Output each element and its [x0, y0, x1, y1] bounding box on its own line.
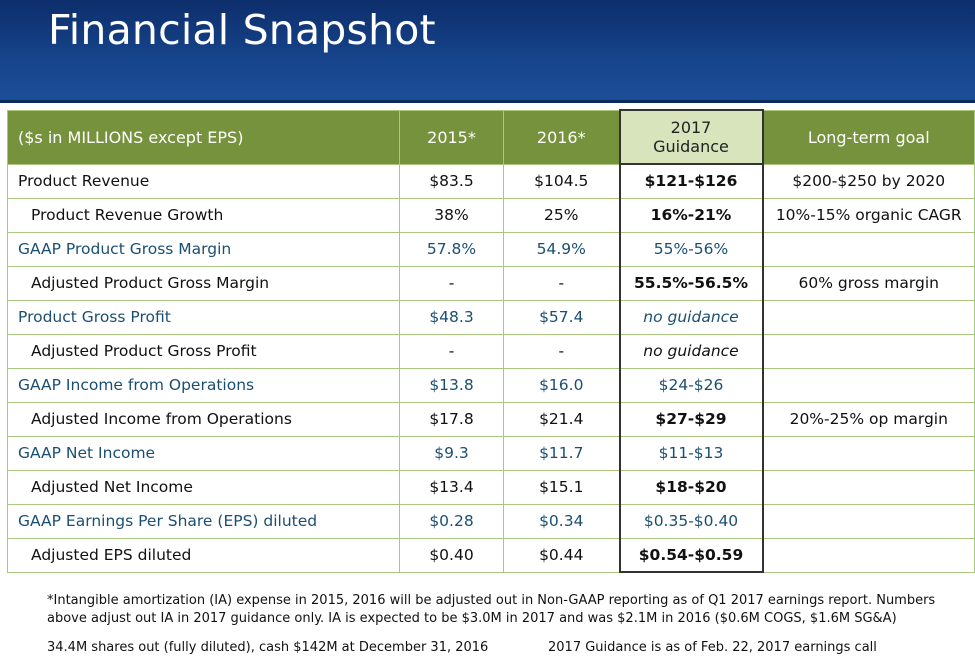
footnote: *Intangible amortization (IA) expense in…: [47, 593, 936, 626]
cell-2015: -: [399, 265, 504, 301]
header-2016: 2016*: [503, 109, 620, 165]
cell-2016: $0.34: [503, 503, 620, 539]
table-row: Adjusted Net Income $13.4 $15.1 $18-$20: [7, 469, 975, 505]
cell-2017-guidance: 55%-56%: [618, 231, 764, 267]
cell-2015: $0.28: [399, 503, 504, 539]
cell-long-term-goal: [762, 333, 975, 369]
row-label: Adjusted Product Gross Margin: [7, 265, 400, 301]
cell-2015: $83.5: [399, 163, 504, 199]
cell-2017-guidance: $0.54-$0.59: [618, 537, 764, 573]
cell-long-term-goal: [762, 299, 975, 335]
cell-2015: 57.8%: [399, 231, 504, 267]
table-row: Product Revenue $83.5 $104.5 $121-$126 $200-…: [7, 163, 975, 199]
cell-long-term-goal: 10%-15% organic CAGR: [762, 197, 975, 233]
cell-2017-guidance: $11-$13: [618, 435, 764, 471]
cell-long-term-goal: [762, 469, 975, 505]
cell-2017-guidance: $0.35-$0.40: [618, 503, 764, 539]
cell-2017-guidance: 55.5%-56.5%: [618, 265, 764, 301]
cell-long-term-goal: $200-$250 by 2020: [762, 163, 975, 199]
financial-table: ($s in MILLIONS except EPS) 2015* 2016* …: [7, 109, 975, 573]
cell-2015: $13.4: [399, 469, 504, 505]
cell-2015: 38%: [399, 197, 504, 233]
row-label: GAAP Product Gross Margin: [7, 231, 400, 267]
cell-2017-guidance: $27-$29: [618, 401, 764, 437]
table-row: GAAP Income from Operations $13.8 $16.0 $24…: [7, 367, 975, 403]
cell-2017-guidance: no guidance: [618, 333, 764, 369]
cell-2015: $13.8: [399, 367, 504, 403]
table-row: GAAP Earnings Per Share (EPS) diluted $0.…: [7, 503, 975, 539]
cell-2017-guidance: $24-$26: [618, 367, 764, 403]
cell-2017-guidance: $121-$126: [618, 163, 764, 199]
header-guidance-word: Guidance: [653, 137, 729, 156]
row-label: Product Revenue: [7, 163, 400, 199]
row-label: GAAP Earnings Per Share (EPS) diluted: [7, 503, 400, 539]
cell-2017-guidance: 16%-21%: [618, 197, 764, 233]
row-label: Product Revenue Growth: [7, 197, 400, 233]
cell-2017-guidance: no guidance: [618, 299, 764, 335]
cell-2015: $9.3: [399, 435, 504, 471]
header-2015: 2015*: [399, 109, 504, 165]
cell-2016: $0.44: [503, 537, 620, 573]
header-guidance-year: 2017: [670, 118, 712, 137]
guidance-date-note: 2017 Guidance is as of Feb. 22, 2017 ear…: [548, 640, 877, 655]
row-label: GAAP Income from Operations: [7, 367, 400, 403]
header-label: ($s in MILLIONS except EPS): [7, 109, 400, 165]
cell-long-term-goal: [762, 231, 975, 267]
cell-long-term-goal: [762, 503, 975, 539]
cell-2015: $48.3: [399, 299, 504, 335]
table-row: Adjusted Product Gross Profit - - no guidan…: [7, 333, 975, 369]
cell-2016: $57.4: [503, 299, 620, 335]
cell-long-term-goal: 60% gross margin: [762, 265, 975, 301]
table-header-row: ($s in MILLIONS except EPS) 2015* 2016* …: [7, 109, 975, 165]
row-label: Adjusted Product Gross Profit: [7, 333, 400, 369]
table-row: Adjusted Income from Operations $17.8 $21.…: [7, 401, 975, 437]
page-title: Financial Snapshot: [48, 6, 436, 54]
table-row: Adjusted Product Gross Margin - -55.5%-56.…: [7, 265, 975, 301]
banner-rule: [0, 100, 975, 103]
cell-long-term-goal: [762, 435, 975, 471]
row-label: GAAP Net Income: [7, 435, 400, 471]
cell-2016: $104.5: [503, 163, 620, 199]
row-label: Adjusted EPS diluted: [7, 537, 400, 573]
shares-cash-note: 34.4M shares out (fully diluted), cash $…: [47, 640, 489, 655]
title-banner: [0, 0, 975, 103]
cell-2016: $11.7: [503, 435, 620, 471]
cell-2016: -: [503, 333, 620, 369]
table-row: GAAP Product Gross Margin 57.8% 54.9% 55%-5…: [7, 231, 975, 267]
cell-2015: $17.8: [399, 401, 504, 437]
cell-long-term-goal: [762, 537, 975, 573]
row-label: Adjusted Income from Operations: [7, 401, 400, 437]
cell-2016: $16.0: [503, 367, 620, 403]
table-row: Adjusted EPS diluted $0.40 $0.44 $0.54-$0.5…: [7, 537, 975, 573]
cell-long-term-goal: [762, 367, 975, 403]
header-2017-guidance: 2017 Guidance: [618, 109, 764, 165]
cell-2016: $21.4: [503, 401, 620, 437]
cell-long-term-goal: 20%-25% op margin: [762, 401, 975, 437]
cell-2016: $15.1: [503, 469, 620, 505]
cell-2016: -: [503, 265, 620, 301]
cell-2016: 25%: [503, 197, 620, 233]
table-row: GAAP Net Income $9.3 $11.7 $11-$13: [7, 435, 975, 471]
table-row: Product Gross Profit $48.3 $57.4 no guidanc…: [7, 299, 975, 335]
row-label: Product Gross Profit: [7, 299, 400, 335]
cell-2016: 54.9%: [503, 231, 620, 267]
cell-2017-guidance: $18-$20: [618, 469, 764, 505]
header-long-term-goal: Long-term goal: [762, 109, 975, 165]
row-label: Adjusted Net Income: [7, 469, 400, 505]
cell-2015: $0.40: [399, 537, 504, 573]
cell-2015: -: [399, 333, 504, 369]
table-row: Product Revenue Growth 38% 25% 16%-21% 10%-1…: [7, 197, 975, 233]
